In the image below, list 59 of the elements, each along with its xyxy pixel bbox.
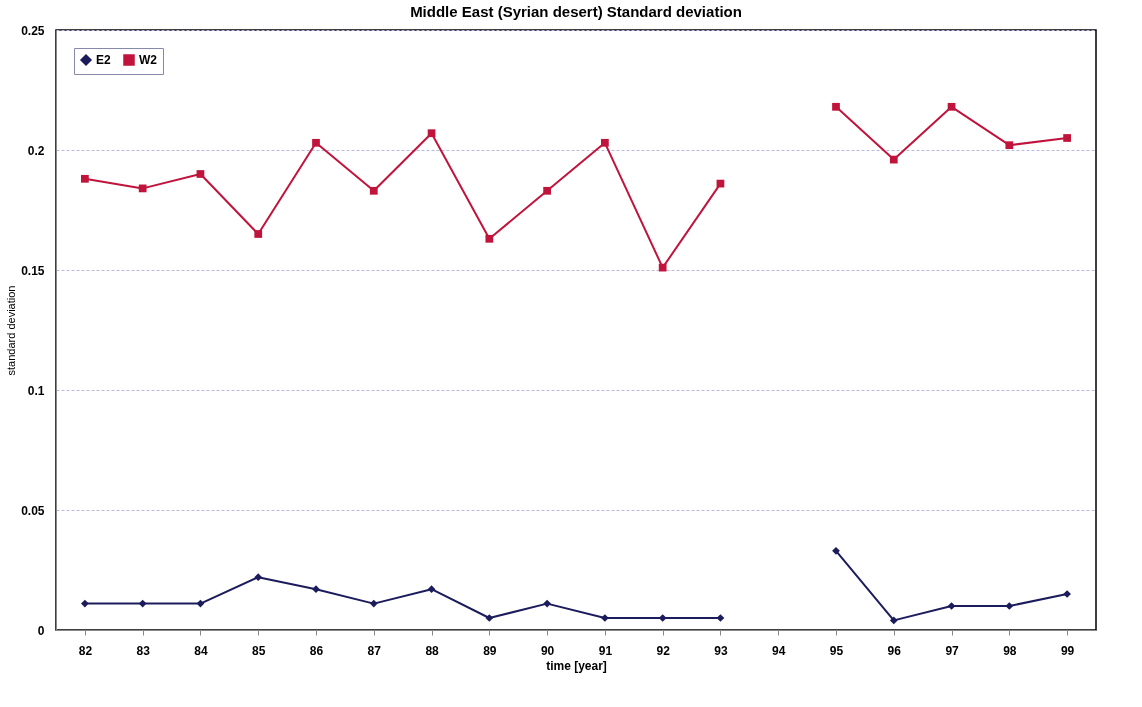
x-tick-label: 93 [714,643,728,658]
y-tick-label: 0.2 [27,143,45,158]
point [1005,602,1014,610]
x-axis-title: time [year] [546,658,607,673]
x-tick-label: 84 [194,643,208,658]
legend-label: E2 [96,53,111,67]
x-tick-label: 82 [78,643,93,658]
y-tick-label: 0.15 [21,263,45,278]
point [196,599,205,608]
point [81,174,89,183]
x-tick-label: 96 [887,643,902,658]
point [196,170,205,178]
x-tick-label: 88 [425,643,440,658]
x-tick-label: 86 [309,643,324,658]
point [543,599,551,608]
x-tick-label: 94 [772,643,786,658]
point [485,234,494,243]
x-tick-label: 90 [540,643,555,658]
y-tick-label: 0.25 [21,23,45,38]
point [369,186,378,195]
point [716,614,725,622]
point [254,230,263,238]
point [312,138,320,147]
x-tick-label: 92 [656,643,671,658]
point [832,546,840,555]
point [947,602,956,610]
point [889,155,898,164]
x-tick-label: 83 [136,643,151,658]
point [427,129,436,138]
point [947,102,956,111]
x-tick-label: 87 [367,643,382,658]
point [889,616,898,625]
x-tick-label: 95 [829,643,844,658]
y-tick-label: 0.05 [21,503,45,518]
x-tick-label: 85 [252,643,266,658]
point [138,184,147,193]
x-tick-label: 97 [945,643,960,658]
point [369,599,378,608]
x-tick-label: 91 [598,643,613,658]
point [832,102,840,111]
point [81,599,89,608]
y-tick-label: 0.1 [27,383,45,398]
point [1005,141,1014,150]
legend-label: W2 [139,53,158,67]
point [138,599,147,608]
point [658,263,667,272]
y-axis-title: standard deviation [5,285,18,376]
point [427,585,436,594]
point [254,573,263,582]
chart-title: Middle East (Syrian desert) Standard deviation [410,3,742,20]
point [601,138,609,147]
x-tick-label: 98 [1003,643,1017,658]
x-tick-label: 89 [483,643,497,658]
point [1063,134,1071,142]
x-tick-label: 99 [1060,643,1075,658]
point [312,585,320,594]
point [543,186,551,195]
point [485,614,494,622]
y-tick-label: 0 [37,623,45,638]
